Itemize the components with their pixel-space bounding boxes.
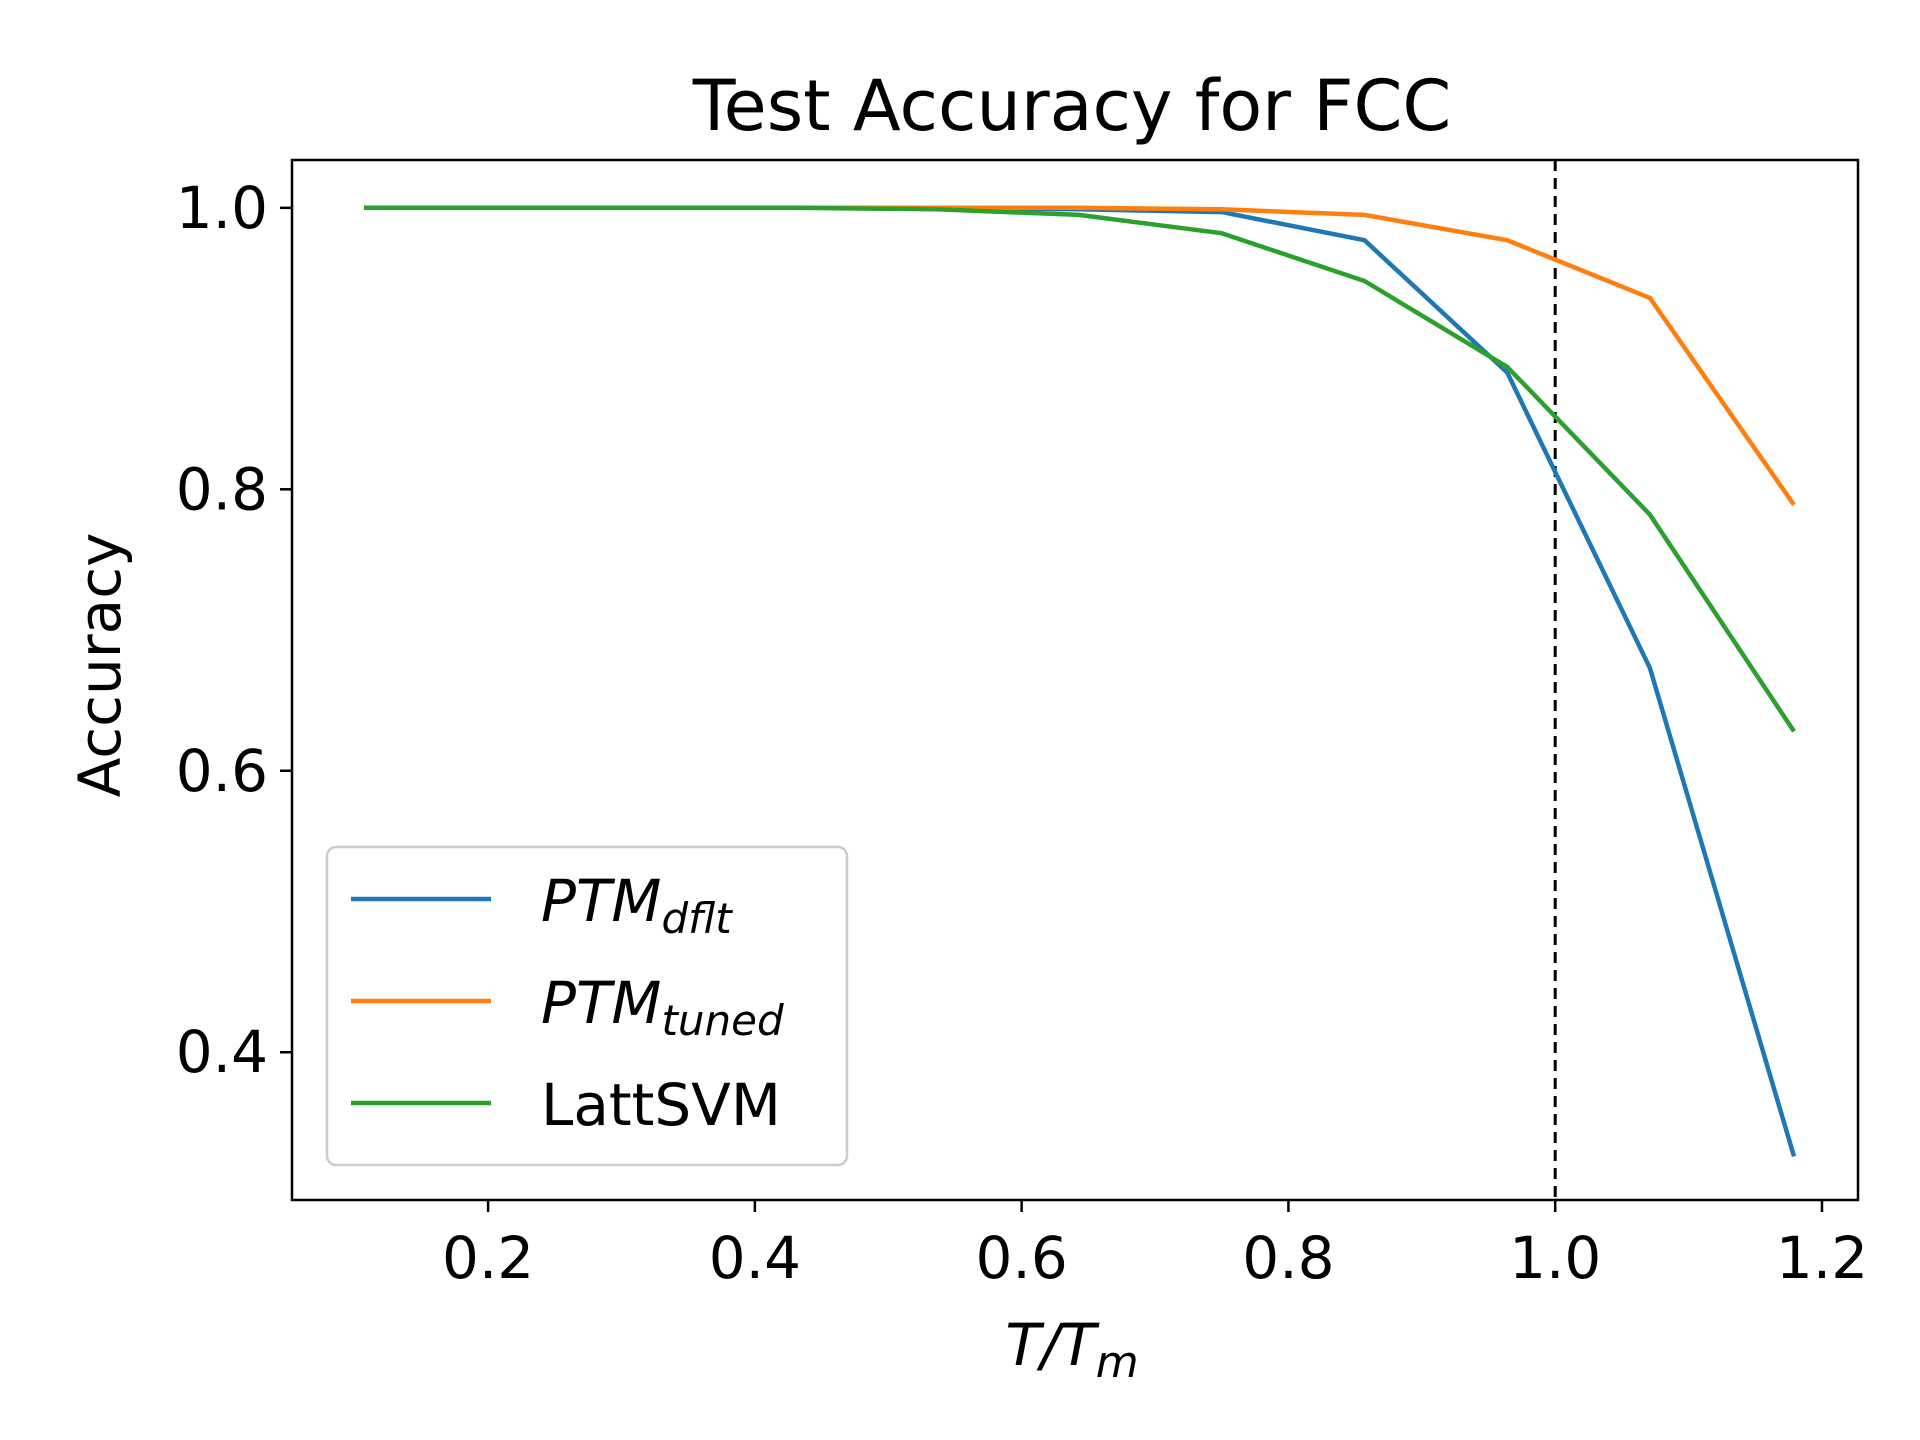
plot-area [290,158,1860,1202]
plot-frame [290,158,1860,1202]
legend-entry-label: LattSVM [541,1071,781,1139]
legend-entry-label: PTMdflt [541,867,733,943]
legend-entry-name: PTM [541,969,661,1037]
x-tick-label: 0.4 [709,1224,801,1292]
axis-ticks: 0.2 0.4 0.6 0.8 1.0 1.2 0.4 0.6 0.8 1.0 [176,174,1868,1292]
legend-entry-subscript: tuned [661,996,784,1045]
x-axis-label-main: T/T [1005,1311,1100,1379]
x-tick-label: 1.0 [1509,1224,1601,1292]
legend-entry-subscript: dflt [661,894,733,943]
y-tick-label: 0.4 [176,1018,268,1086]
chart-title: Test Accuracy for FCC [692,65,1451,147]
legend-entry-name: LattSVM [541,1071,781,1139]
x-axis-label: T/Tm [1005,1311,1138,1388]
x-tick-label: 1.2 [1776,1224,1868,1292]
x-axis-label-sub: m [1096,1337,1139,1388]
legend-box [325,845,849,1167]
legend-entry-name: PTM [541,867,661,935]
y-tick-label: 0.6 [176,737,268,805]
x-tick-label: 0.8 [1242,1224,1334,1292]
series-line-ptm-tuned [364,205,1796,507]
legend-entry-label: PTMtuned [541,969,784,1045]
y-tick-label: 0.8 [176,455,268,523]
x-tick-label: 0.6 [976,1224,1068,1292]
y-axis-label: Accuracy [66,533,134,798]
x-tick-label: 0.2 [442,1224,534,1292]
series-line-lattsvm [364,205,1796,733]
y-tick-label: 1.0 [176,174,268,242]
